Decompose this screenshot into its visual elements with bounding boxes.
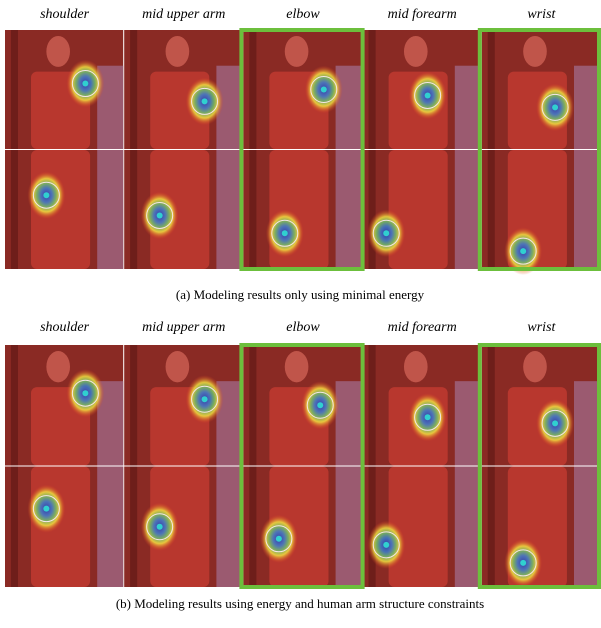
background-tree — [11, 150, 18, 269]
detection-point — [157, 212, 163, 218]
background-person — [455, 66, 481, 149]
heatmap-image — [243, 345, 361, 466]
person-head — [523, 36, 547, 67]
background-tree — [369, 345, 376, 466]
heatmap-image — [363, 345, 481, 466]
background-tree — [130, 467, 137, 588]
detection-point — [202, 98, 208, 104]
heatmap-image — [363, 30, 481, 149]
background-person — [574, 150, 600, 269]
detection-point — [425, 92, 431, 98]
background-tree — [249, 467, 256, 588]
heatmap-image — [243, 150, 361, 269]
heatmap-image — [482, 150, 600, 275]
heatmap-image — [124, 150, 242, 269]
detection-point — [157, 524, 163, 530]
detection-point — [520, 248, 526, 254]
background-tree — [11, 345, 18, 466]
background-tree — [369, 30, 376, 149]
heatmap-image — [124, 30, 242, 149]
detection-point — [43, 506, 49, 512]
detection-point — [552, 420, 558, 426]
background-tree — [488, 30, 495, 149]
background-person — [216, 150, 242, 269]
detection-point — [276, 536, 282, 542]
column-label: wrist — [527, 320, 556, 335]
person-head — [404, 36, 428, 67]
background-tree — [130, 30, 137, 149]
detection-point — [43, 192, 49, 198]
figure: shoulder mid upper arm elbow mid forearm wri… — [0, 0, 601, 623]
background-person — [336, 150, 362, 269]
detection-point — [321, 87, 327, 93]
heatmap-image — [363, 467, 481, 588]
column-label: mid upper arm — [142, 7, 225, 22]
detection-point — [425, 414, 431, 420]
background-tree — [130, 345, 137, 466]
background-tree — [249, 150, 256, 269]
heatmap-image — [482, 345, 600, 466]
background-person — [574, 467, 600, 588]
background-person — [336, 467, 362, 588]
background-tree — [488, 150, 495, 269]
background-person — [216, 467, 242, 588]
heatmap-image — [243, 467, 361, 588]
column-label: wrist — [527, 7, 556, 22]
detection-point — [282, 230, 288, 236]
page: shoulder mid upper arm elbow mid forearm wri… — [0, 0, 601, 623]
caption: (b) Modeling results using energy and hu… — [116, 596, 484, 611]
column-label: shoulder — [40, 7, 90, 22]
person-head — [166, 351, 190, 382]
column-label: mid forearm — [388, 320, 457, 335]
column-label: elbow — [286, 7, 320, 22]
background-tree — [130, 150, 137, 269]
background-person — [455, 381, 481, 465]
background-tree — [488, 467, 495, 588]
background-tree — [488, 345, 495, 466]
column-label: mid forearm — [388, 7, 457, 22]
heatmap-image — [5, 467, 123, 588]
heatmap-image — [5, 345, 123, 466]
heatmap-image — [124, 345, 242, 466]
background-person — [336, 381, 362, 465]
person-head — [285, 36, 309, 67]
heatmap-image — [482, 467, 600, 588]
detection-point — [383, 230, 389, 236]
heatmap-image — [5, 30, 123, 149]
heatmap-image — [243, 30, 361, 149]
heatmap-image — [363, 150, 481, 269]
detection-point — [520, 560, 526, 566]
background-person — [455, 467, 481, 588]
background-tree — [11, 467, 18, 588]
heatmap-image — [482, 30, 600, 149]
column-label: elbow — [286, 320, 320, 335]
person-head — [523, 351, 547, 382]
background-tree — [249, 30, 256, 149]
caption: (a) Modeling results only using minimal … — [176, 287, 425, 302]
person-head — [46, 36, 70, 67]
detection-point — [552, 104, 558, 110]
person-head — [404, 351, 428, 382]
background-person — [455, 150, 481, 269]
background-tree — [249, 345, 256, 466]
person-head — [46, 351, 70, 382]
person-head — [285, 351, 309, 382]
background-person — [574, 66, 600, 149]
background-tree — [11, 30, 18, 149]
detection-point — [317, 402, 323, 408]
background-person — [97, 467, 123, 588]
detection-point — [202, 396, 208, 402]
detection-point — [82, 81, 88, 87]
column-label: shoulder — [40, 320, 90, 335]
detection-point — [383, 542, 389, 548]
heatmap-image — [5, 150, 123, 269]
heatmap-image — [124, 467, 242, 588]
column-label: mid upper arm — [142, 320, 225, 335]
background-person — [574, 381, 600, 465]
person-head — [166, 36, 190, 67]
detection-point — [82, 390, 88, 396]
background-person — [97, 150, 123, 269]
